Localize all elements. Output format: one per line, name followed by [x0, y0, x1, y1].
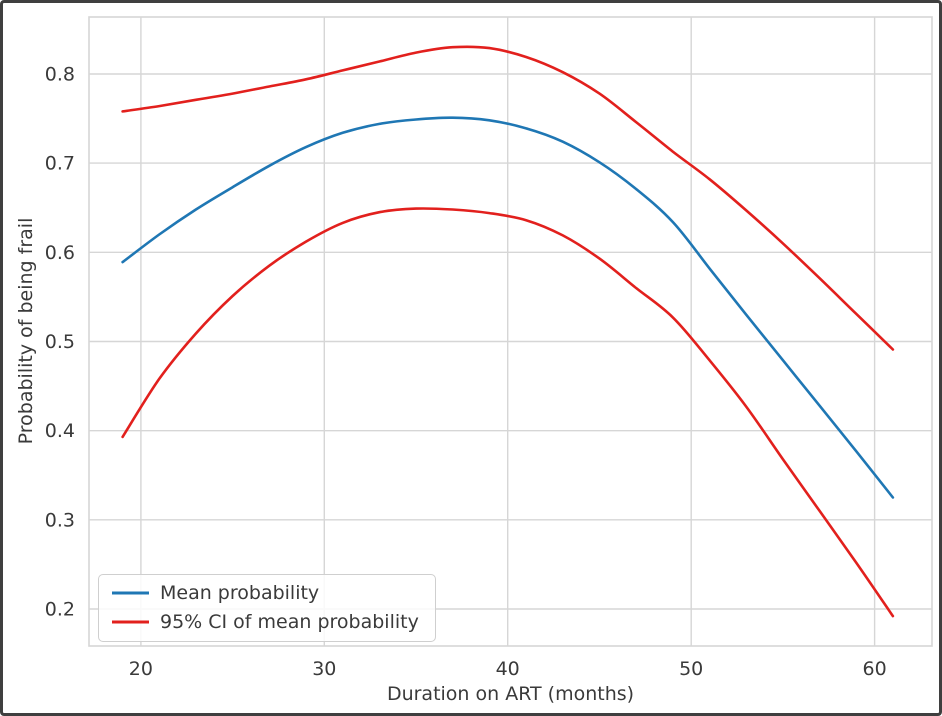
plot-border — [88, 16, 933, 647]
y-tick-label: 0.8 — [45, 64, 75, 86]
y-tick-label: 0.5 — [45, 331, 75, 353]
y-axis-title: Probability of being frail — [15, 217, 37, 445]
x-tick-label: 30 — [312, 658, 336, 680]
x-axis-title: Duration on ART (months) — [386, 683, 635, 705]
mean-line — [121, 116, 895, 499]
legend-item-ci: 95% CI of mean probability — [112, 609, 419, 635]
mean-line-swatch — [112, 591, 149, 595]
ci-upper-line — [121, 45, 895, 351]
y-tick-label: 0.7 — [45, 153, 75, 175]
y-tick-label: 0.3 — [45, 509, 75, 531]
ci-lower-line — [121, 207, 895, 618]
legend-item-mean: Mean probability — [112, 580, 419, 606]
legend-label-mean: Mean probability — [160, 582, 320, 604]
x-tick-label: 40 — [496, 658, 520, 680]
legend: Mean probability 95% CI of mean probabil… — [98, 574, 436, 642]
x-tick-label: 60 — [863, 658, 887, 680]
y-tick-label: 0.4 — [45, 420, 75, 442]
y-tick-label: 0.2 — [45, 599, 75, 621]
ci-line-swatch — [112, 620, 149, 624]
x-tick-label: 20 — [129, 658, 153, 680]
y-tick-label: 0.6 — [45, 242, 75, 264]
legend-label-ci: 95% CI of mean probability — [160, 611, 419, 633]
x-tick-label: 50 — [679, 658, 703, 680]
